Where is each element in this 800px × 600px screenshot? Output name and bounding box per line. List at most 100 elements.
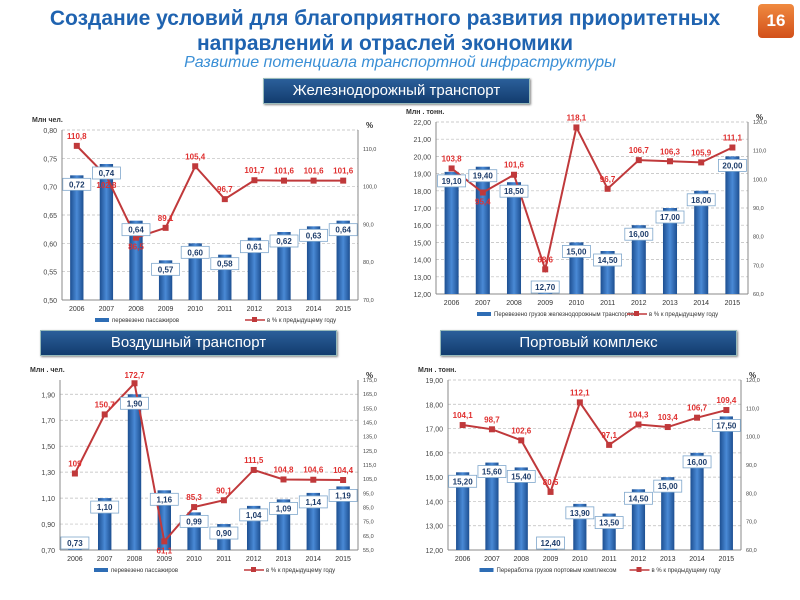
- x-tick-label: 2009: [537, 300, 553, 307]
- bar-label-box: [92, 166, 121, 180]
- line-marker: [576, 399, 583, 406]
- line-marker: [729, 144, 736, 151]
- line-label: 118,1: [567, 113, 587, 122]
- y2-tick-label: 115,0: [363, 463, 376, 469]
- y2-tick-label: 120,0: [746, 378, 760, 384]
- line-label: 97,1: [601, 431, 617, 440]
- line-marker: [511, 171, 517, 178]
- y-tick-label: 13,00: [413, 275, 431, 282]
- bar-label: 13,50: [599, 519, 620, 528]
- x-tick-label: 2009: [543, 556, 559, 563]
- line-label: 86,5: [128, 243, 144, 252]
- bar-label: 19,10: [442, 177, 463, 186]
- line-label: 111,1: [723, 134, 743, 143]
- bar-label-box: [90, 500, 120, 514]
- y-axis-label: Млн чел.: [32, 117, 63, 124]
- line-label: 172,7: [124, 371, 145, 380]
- bar: [725, 156, 740, 294]
- line-label: 105,4: [185, 152, 206, 161]
- line-series: [74, 381, 344, 544]
- line-marker: [281, 177, 287, 184]
- legend-line-label: в % к предыдущему году: [649, 312, 718, 318]
- x-tick-label: 2012: [246, 556, 262, 563]
- line-label: 102,8: [96, 181, 117, 190]
- bar-label: 0,63: [306, 231, 322, 240]
- x-tick-label: 2010: [186, 556, 202, 563]
- y-tick-label: 16,00: [425, 451, 443, 458]
- y-tick-label: 15,00: [413, 240, 431, 247]
- x-tick-label: 2012: [631, 556, 647, 563]
- line-label: 111,5: [244, 456, 264, 465]
- bar: [662, 208, 678, 294]
- line-label: 101,6: [274, 167, 295, 176]
- y-tick-label: 20,00: [413, 154, 431, 161]
- x-tick-label: 2010: [569, 300, 585, 307]
- line-marker: [191, 504, 198, 511]
- bar-label-box: [60, 536, 90, 550]
- y2-tick-label: 60,0: [753, 292, 764, 298]
- y2-tick-label: 80,0: [363, 260, 374, 266]
- y2-tick-label: 145,0: [363, 421, 377, 427]
- legend-bar-swatch: [94, 568, 108, 572]
- x-tick-label: 2007: [99, 306, 115, 313]
- bar-label-box: [149, 492, 179, 506]
- bar-label-box: [448, 474, 478, 488]
- y-tick-label: 16,00: [413, 223, 431, 230]
- x-tick-label: 2011: [600, 300, 615, 307]
- line-marker: [635, 157, 642, 164]
- y2-tick-label: 125,0: [363, 449, 377, 455]
- line-marker: [488, 426, 495, 433]
- y2-tick-label: 175,0: [363, 378, 377, 384]
- bar: [70, 175, 84, 300]
- bar-label: 16,00: [687, 458, 708, 467]
- line-label: 101,7: [244, 166, 265, 175]
- x-tick-label: 2007: [475, 300, 491, 307]
- y-tick-label: 12,00: [413, 292, 431, 299]
- line-marker: [698, 159, 705, 166]
- y-axis-label: Млн . тонн.: [406, 109, 444, 116]
- line-label: 96,7: [217, 185, 233, 194]
- line-label: 109: [68, 460, 82, 469]
- bar: [456, 472, 470, 550]
- line-label: 101,6: [333, 167, 354, 176]
- line-label: 104,4: [333, 466, 354, 475]
- line-marker: [547, 488, 554, 495]
- y-tick-label: 19,00: [425, 378, 443, 385]
- chart-air-passengers: Млн . чел.% 0,70 0,90 1,10 1,30 1,50 1,70 1,90 5…: [30, 367, 377, 574]
- line-label: 101,6: [504, 161, 525, 170]
- bar-label-box: [561, 244, 591, 258]
- line-label: 106,7: [687, 404, 708, 413]
- y2-tick-label: 60,0: [746, 548, 757, 554]
- bar: [277, 232, 291, 300]
- bar: [690, 452, 704, 550]
- y2-tick-label: 100,0: [363, 185, 377, 191]
- legend-line-marker: [634, 311, 639, 316]
- x-tick-label: 2015: [719, 556, 735, 563]
- bar-label-box: [269, 234, 299, 248]
- x-tick-label: 2013: [276, 556, 292, 563]
- y-tick-label: 0,50: [43, 298, 57, 305]
- bar-label-box: [624, 491, 653, 505]
- y2-tick-label: 70,0: [746, 520, 757, 526]
- bar-label-box: [121, 223, 151, 237]
- bar-label: 13,90: [570, 509, 591, 518]
- y-tick-label: 1,30: [41, 470, 55, 477]
- x-tick-label: 2008: [513, 556, 529, 563]
- bar-label: 1,10: [97, 503, 113, 512]
- bar-label-box: [682, 455, 712, 469]
- bar: [485, 462, 499, 550]
- line-marker: [133, 234, 139, 241]
- y2-tick-label: 70,0: [753, 263, 764, 269]
- bar: [127, 394, 142, 550]
- bar-label-box: [653, 479, 683, 493]
- line-marker: [161, 538, 168, 545]
- x-tick-label: 2006: [444, 300, 460, 307]
- line-label: 104,3: [628, 410, 649, 419]
- y-tick-label: 18,00: [425, 402, 443, 409]
- y-tick-label: 13,00: [425, 524, 443, 531]
- x-tick-label: 2006: [69, 306, 85, 313]
- y-tick-label: 19,00: [413, 172, 431, 179]
- bar: [506, 182, 522, 294]
- line-marker: [604, 185, 611, 192]
- bar-label: 0,73: [67, 539, 83, 548]
